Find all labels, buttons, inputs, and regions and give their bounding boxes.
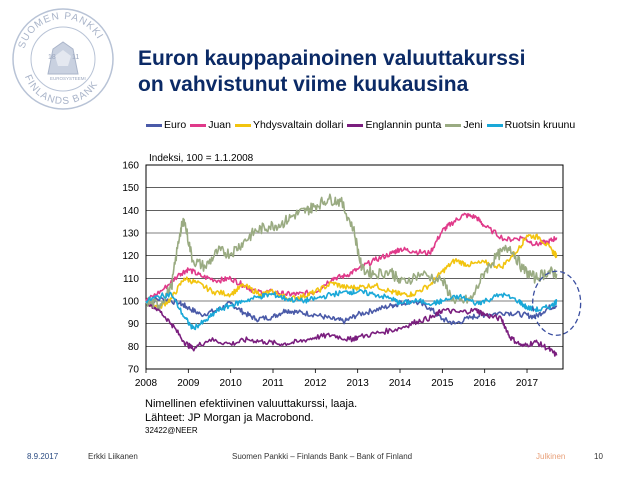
logo-inner-text: EUROSYSTEEMI — [50, 76, 86, 81]
title-line-2: on vahvistunut viime kuukausina — [138, 73, 469, 96]
y-tick-label: 100 — [122, 297, 139, 308]
y-tick-label: 140 — [122, 206, 139, 217]
legend-item: Yhdysvaltain dollari — [234, 119, 344, 131]
chart-annotation: Indeksi, 100 = 1.1.2008 — [149, 153, 254, 164]
slide-footer: 8.9.2017 Erkki Liikanen Suomen Pankki – … — [0, 450, 638, 464]
legend-swatch — [347, 123, 364, 127]
legend-label: Jeni — [463, 119, 483, 131]
x-tick-label: 2015 — [431, 378, 454, 389]
x-tick-label: 2010 — [220, 378, 243, 389]
x-tick-label: 2016 — [474, 378, 497, 389]
x-tick-label: 2014 — [389, 378, 412, 389]
x-tick-label: 2017 — [516, 378, 539, 389]
legend-label: Englannin punta — [365, 119, 442, 131]
legend-item: Euro — [146, 119, 186, 131]
footer-classification: Julkinen — [536, 452, 566, 461]
legend-swatch — [234, 123, 251, 127]
y-tick-label: 70 — [128, 365, 140, 376]
legend-label: Euro — [164, 119, 187, 131]
x-tick-label: 2013 — [347, 378, 370, 389]
highlight-circle — [531, 270, 582, 336]
legend-item: Juan — [190, 119, 231, 131]
footer-author: Erkki Liikanen — [88, 452, 138, 461]
y-tick-label: 120 — [122, 251, 139, 262]
legend-swatch — [486, 123, 503, 127]
legend-swatch — [146, 123, 162, 127]
notes-code: 32422@NEER — [145, 426, 198, 435]
logo-year-left: 18 — [48, 54, 56, 61]
notes-line-1: Nimellinen efektiivinen valuuttakurssi, … — [145, 398, 358, 410]
notes-line-2: Lähteet: JP Morgan ja Macrobond. — [145, 412, 314, 424]
legend-swatch — [445, 123, 462, 127]
slide-title: Euron kauppapainoinen valuuttakurssi on … — [138, 46, 618, 98]
y-tick-label: 90 — [128, 319, 140, 330]
legend-label: Juan — [208, 119, 231, 131]
x-tick-label: 2011 — [262, 378, 284, 389]
footer-date: 8.9.2017 — [27, 452, 59, 461]
legend-item: Englannin punta — [347, 119, 441, 131]
bank-logo: 18 11 EUROSYSTEEMI SUOMEN PANKKI FINLAND… — [12, 8, 114, 110]
x-tick-label: 2009 — [177, 378, 200, 389]
chart-notes: Nimellinen efektiivinen valuuttakurssi, … — [145, 397, 357, 436]
series-line-2 — [145, 212, 558, 302]
y-tick-label: 130 — [122, 229, 139, 240]
series-line-4 — [145, 299, 558, 357]
title-line-1: Euron kauppapainoinen valuuttakurssi — [138, 47, 526, 70]
plot-area — [145, 164, 564, 370]
x-tick-label: 2008 — [135, 378, 158, 389]
legend-item: Ruotsin kruunu — [486, 119, 576, 131]
y-tick-label: 110 — [123, 274, 139, 285]
legend-swatch — [190, 123, 207, 127]
logo-year-right: 11 — [72, 54, 79, 61]
footer-organization: Suomen Pankki – Finlands Bank – Bank of … — [232, 452, 413, 461]
legend-item: Jeni — [445, 119, 483, 131]
series-line-3 — [145, 233, 558, 310]
y-tick-label: 160 — [122, 161, 139, 172]
chart-legend: Euro Juan Yhdysvaltain dollari Englannin pu… — [146, 118, 579, 132]
legend-label: Ruotsin kruunu — [504, 119, 576, 131]
series-line-5 — [145, 193, 558, 310]
x-tick-label: 2012 — [304, 378, 327, 389]
footer-page-number: 10 — [594, 452, 603, 461]
y-tick-label: 150 — [122, 183, 139, 194]
y-tick-label: 80 — [128, 342, 140, 353]
series-line-6 — [145, 288, 558, 331]
legend-label: Yhdysvaltain dollari — [252, 119, 344, 131]
